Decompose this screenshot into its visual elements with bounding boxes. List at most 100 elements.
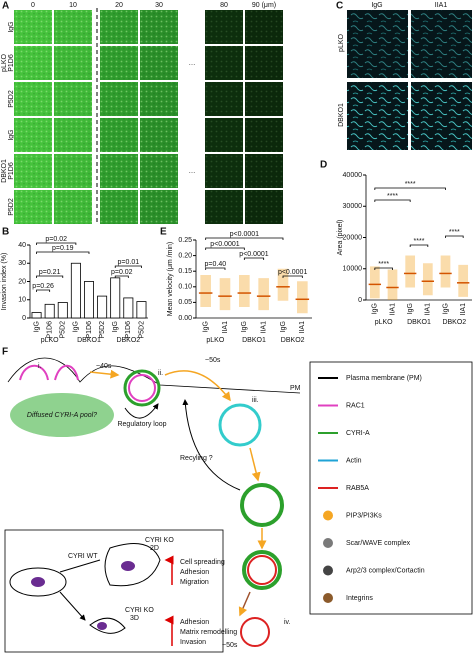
bracket xyxy=(36,242,77,245)
micrograph-texture xyxy=(140,154,178,188)
bracket xyxy=(205,247,245,250)
bracket xyxy=(374,267,393,270)
cell xyxy=(89,617,126,634)
micrograph-texture xyxy=(14,82,52,116)
bracket xyxy=(243,257,265,260)
column-header: IgG xyxy=(371,2,382,9)
annotation: p=0.40 xyxy=(205,261,227,268)
bracket xyxy=(36,289,51,292)
effect: Adhesion xyxy=(180,569,209,576)
legend-label: Plasma membrane (PM) xyxy=(346,375,422,382)
micrograph-texture xyxy=(14,10,52,44)
panel-f: F Diffused CYRI-A pool? i. ii. iii. iv. … xyxy=(2,347,473,653)
x-tick-label: IIA1 xyxy=(299,321,306,334)
vesicle xyxy=(218,403,262,447)
micrograph-texture xyxy=(245,46,283,80)
micrograph-texture xyxy=(100,46,138,80)
group-label: DBKO2 xyxy=(442,319,466,326)
micrograph-texture xyxy=(54,190,92,224)
bracket xyxy=(36,275,64,278)
x-tick-label: IgG xyxy=(442,303,449,314)
x-tick-label: IgG xyxy=(407,303,414,314)
y-tick-label: 0.25 xyxy=(178,237,192,244)
x-tick-label: IgG xyxy=(280,321,287,332)
rac1 xyxy=(19,364,79,381)
y-tick-label: 0 xyxy=(358,297,362,304)
y-tick-label: 0.20 xyxy=(178,252,192,259)
micrograph-texture xyxy=(245,154,283,188)
micrograph-texture xyxy=(100,154,138,188)
bar xyxy=(110,277,121,319)
annotation: p<0.0001 xyxy=(230,231,259,238)
panel-label: A xyxy=(2,1,9,12)
time: ~40s xyxy=(96,363,112,370)
micrograph-texture xyxy=(205,118,243,152)
group-label: pLKO xyxy=(41,337,59,344)
legend-label: Integrins xyxy=(346,595,373,602)
group-label: DBKO1 xyxy=(407,319,431,326)
panel-label: F xyxy=(2,347,8,358)
group-label: DBKO1 xyxy=(77,337,101,344)
bracket xyxy=(409,244,429,247)
y-tick-label: 40000 xyxy=(343,172,363,179)
row-label: IgG xyxy=(8,129,15,140)
micrograph-texture xyxy=(100,82,138,116)
step: i. xyxy=(38,363,42,370)
bracket xyxy=(205,267,226,270)
x-tick-label: IgG xyxy=(33,321,40,332)
micrograph-texture xyxy=(100,190,138,224)
x-tick-label: P1D6 xyxy=(86,321,93,339)
x-tick-label: IIA1 xyxy=(261,321,268,334)
row-label: DBKO1 xyxy=(338,103,345,127)
inset-box xyxy=(4,529,224,653)
effect: Migration xyxy=(180,579,209,586)
bar xyxy=(97,295,108,319)
legend-swatch xyxy=(323,593,333,603)
cup xyxy=(123,369,161,407)
effect: Cell spreading xyxy=(180,559,225,566)
column-header: IIA1 xyxy=(435,2,448,9)
micrograph-texture xyxy=(100,10,138,44)
loop-label: Regulatory loop xyxy=(117,421,166,428)
bracket xyxy=(374,199,411,202)
micrograph-texture xyxy=(245,10,283,44)
legend-swatch xyxy=(323,538,333,548)
legend-swatch xyxy=(323,510,333,521)
bar xyxy=(70,262,81,319)
annotation: p<0.0001 xyxy=(239,251,268,258)
column-header: 80 xyxy=(220,2,228,9)
pm-label: PM xyxy=(290,385,301,392)
annotation: p=0.26 xyxy=(32,283,54,290)
vesicle xyxy=(240,617,270,647)
legend-label: CYRI-A xyxy=(346,430,370,437)
nucleus xyxy=(97,622,107,630)
micrograph-texture xyxy=(54,154,92,188)
micrograph-texture xyxy=(140,46,178,80)
axis-title: Mean velocity (μm /min) xyxy=(167,242,174,316)
x-tick-label: IIA1 xyxy=(425,303,432,316)
group-label: pLKO xyxy=(375,319,393,326)
annotation: p=0.02 xyxy=(111,269,133,276)
group-label: pLKO xyxy=(206,337,224,344)
column-header: 0 xyxy=(31,2,35,9)
nucleus xyxy=(121,561,135,571)
panel-label: E xyxy=(160,227,167,238)
annotation: p=0.21 xyxy=(39,269,61,276)
column-header: 30 xyxy=(155,2,163,9)
y-tick-label: 20000 xyxy=(343,234,363,241)
x-tick-label: IgG xyxy=(203,321,210,332)
legend-label: Scar/WAVE complex xyxy=(346,540,411,547)
annotation: **** xyxy=(387,193,398,200)
micrograph-texture xyxy=(140,82,178,116)
bar xyxy=(44,303,55,319)
group-label: DBKO2 xyxy=(281,337,305,344)
x-tick-label: IIA1 xyxy=(222,321,229,334)
row-label: P1D6 xyxy=(8,54,15,72)
column-header: 10 xyxy=(69,2,77,9)
micrograph-texture xyxy=(140,190,178,224)
annotation: **** xyxy=(414,238,425,245)
micrograph-texture xyxy=(14,118,52,152)
y-tick-label: 0.10 xyxy=(178,284,192,291)
micrograph-texture xyxy=(54,46,92,80)
panel-label: D xyxy=(320,160,327,171)
